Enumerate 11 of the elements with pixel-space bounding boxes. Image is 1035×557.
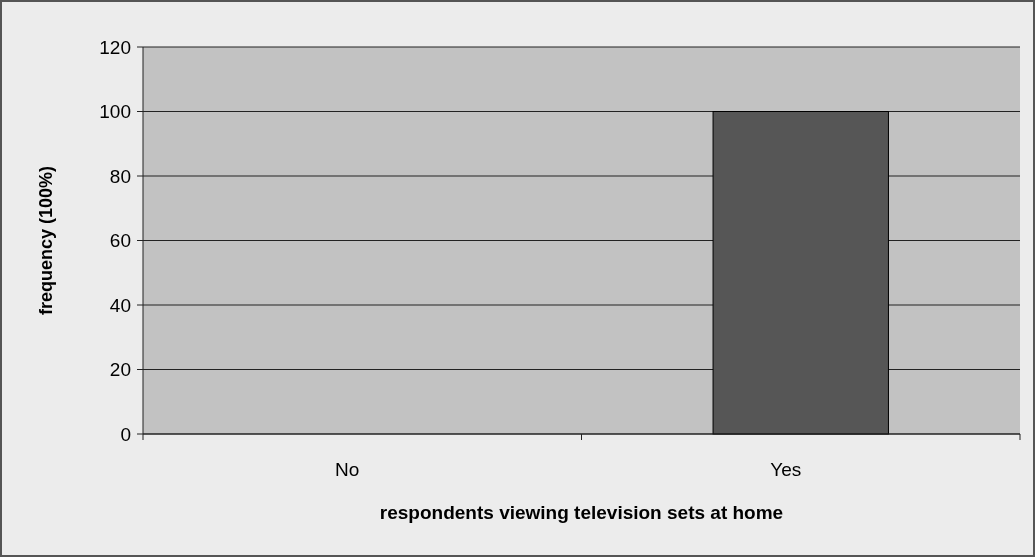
y-tick-label: 80: [109, 165, 131, 187]
y-axis-title: frequency (100%): [36, 165, 56, 316]
y-tick-label: 120: [99, 36, 131, 58]
x-axis-title: respondents viewing television sets at home: [379, 502, 784, 523]
y-tick-label: 100: [99, 101, 131, 123]
y-tick-label: 0: [120, 423, 131, 445]
x-tick-label: No: [335, 459, 360, 480]
y-tick-label: 20: [109, 359, 131, 381]
x-tick-label: Yes: [770, 459, 802, 480]
y-tick-label: 60: [109, 230, 131, 252]
y-tick-label: 40: [109, 294, 131, 316]
